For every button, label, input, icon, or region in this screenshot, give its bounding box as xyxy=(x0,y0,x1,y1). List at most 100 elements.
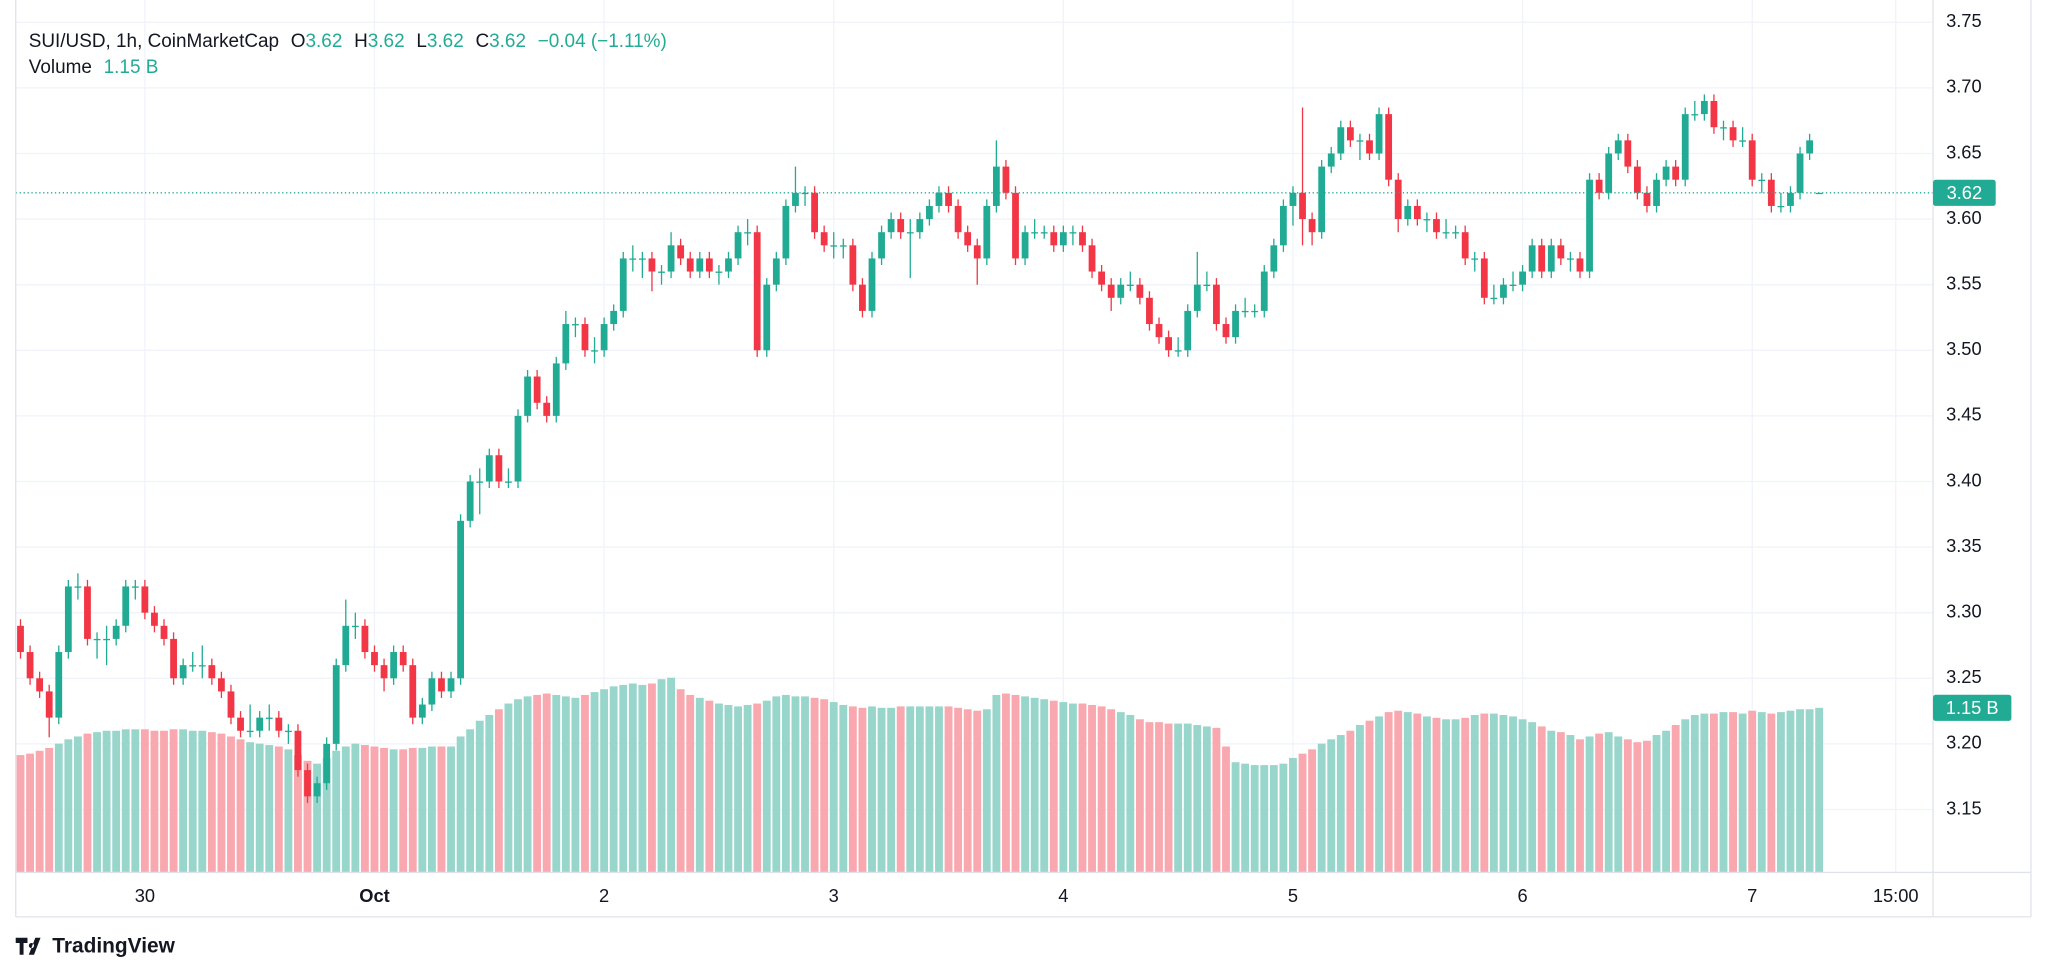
volume-bar xyxy=(370,746,379,873)
volume-bar xyxy=(676,689,685,873)
volume-bar xyxy=(504,703,513,873)
volume-bar xyxy=(695,697,704,873)
volume-bar xyxy=(1222,746,1230,873)
volume-bar xyxy=(523,696,532,873)
candle-body xyxy=(74,586,82,588)
volume-bar xyxy=(896,706,905,873)
legend-close-label: C xyxy=(475,31,489,52)
volume-bar xyxy=(1030,697,1039,873)
candle-body xyxy=(1021,232,1029,259)
candle-body xyxy=(1519,271,1526,285)
volume-bar xyxy=(982,709,991,873)
volume-bar xyxy=(1700,713,1709,873)
candle-body xyxy=(667,245,675,272)
x-tick-label: Oct xyxy=(359,885,389,906)
candle-body xyxy=(485,455,493,482)
volume-bar xyxy=(150,730,159,873)
candle-body xyxy=(284,730,292,733)
legend-change: −0.04 (−1.11%) xyxy=(538,31,667,52)
volume-bar xyxy=(552,694,561,873)
candle-body xyxy=(399,652,407,666)
volume-bar xyxy=(1671,725,1680,873)
candle-body xyxy=(868,258,876,311)
candle-body xyxy=(1490,297,1498,300)
candle-body xyxy=(256,717,264,731)
candle-body xyxy=(1184,310,1192,351)
x-tick-label: 5 xyxy=(1288,885,1298,906)
legend-low-label: L xyxy=(416,31,427,52)
candle-body xyxy=(533,376,541,403)
volume-bar xyxy=(1107,709,1116,873)
candle-body xyxy=(1203,284,1211,286)
volume-bar xyxy=(1193,725,1202,873)
volume-bar xyxy=(715,703,723,873)
candle-body xyxy=(1471,258,1479,260)
volume-bar xyxy=(963,709,972,873)
candle-body xyxy=(926,205,933,220)
volume-bar xyxy=(475,720,484,873)
volume-bar xyxy=(418,747,427,873)
volume-bar xyxy=(1413,713,1422,873)
candle-body xyxy=(418,704,426,718)
candle-body xyxy=(1500,284,1507,298)
volume-bar xyxy=(466,729,475,873)
candle-body xyxy=(1031,232,1039,234)
legend-title: SUI/USD, 1h, CoinMarketCap xyxy=(29,31,279,52)
candle-body xyxy=(361,625,369,653)
candle-body xyxy=(1442,232,1450,234)
candle-body xyxy=(64,586,72,653)
candle-body xyxy=(1605,153,1613,193)
y-tick-label: 3.30 xyxy=(1946,601,1982,622)
volume-bar xyxy=(1633,742,1642,873)
candle-body xyxy=(591,350,598,352)
candle-body xyxy=(552,363,560,416)
candle-body xyxy=(1720,127,1727,129)
candle-body xyxy=(1088,245,1096,272)
volume-bar xyxy=(1748,710,1757,873)
y-tick-label: 3.15 xyxy=(1946,797,1982,818)
candle-body xyxy=(1385,114,1393,180)
candle-body xyxy=(1280,205,1287,246)
volume-bar xyxy=(246,742,255,873)
candle-body xyxy=(1069,232,1077,234)
candle-body xyxy=(1586,179,1593,272)
grid xyxy=(15,0,1934,873)
x-tick-label: 2 xyxy=(599,885,609,906)
volume-bar xyxy=(1585,736,1594,873)
legend-volume-value: 1.15 B xyxy=(104,57,159,78)
candle-body xyxy=(772,258,780,285)
volume-bar xyxy=(1002,693,1010,873)
candle-body xyxy=(409,665,417,718)
volume-bar xyxy=(332,750,341,873)
x-tick-label: 7 xyxy=(1747,885,1757,906)
candle-body xyxy=(36,678,44,692)
volume-bar xyxy=(322,757,331,873)
legend-high-value: 3.62 xyxy=(368,31,405,52)
volume-bar xyxy=(1155,722,1163,873)
y-tick-label: 3.60 xyxy=(1946,207,1982,228)
candle-body xyxy=(371,652,378,666)
candle-body xyxy=(581,324,589,351)
volume-bar xyxy=(1719,712,1728,873)
volume-bar xyxy=(54,743,63,873)
volume-bar xyxy=(724,704,733,873)
volume-bar xyxy=(1289,757,1297,873)
candle-body xyxy=(1098,271,1106,285)
volume-badge-label: 1.15 B xyxy=(1946,697,1999,718)
candle-body xyxy=(495,455,503,482)
volume-bar xyxy=(772,696,781,873)
candle-body xyxy=(1251,310,1259,313)
volume-bar xyxy=(73,736,82,873)
candle-body xyxy=(514,415,522,482)
candle-body xyxy=(1672,166,1680,180)
volume-bar xyxy=(1776,712,1785,873)
candle-body xyxy=(1299,192,1306,220)
volume-bar xyxy=(1260,765,1269,873)
volume-bar xyxy=(294,755,302,873)
candle-body xyxy=(1729,127,1737,141)
candle-body xyxy=(839,245,847,247)
volume-bar xyxy=(169,729,178,873)
volume-bar xyxy=(1241,763,1250,873)
